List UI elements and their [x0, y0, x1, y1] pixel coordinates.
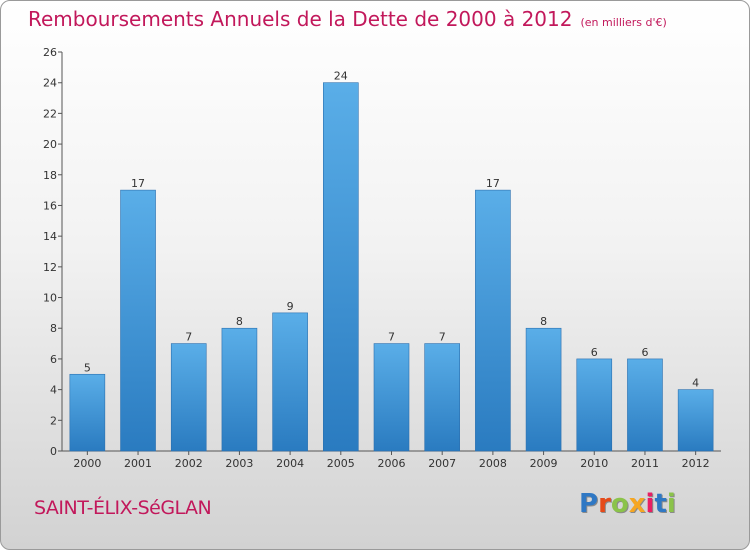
- bar-2001: [120, 189, 156, 452]
- bar-2012: [677, 389, 714, 452]
- x-tick-label-2007: 2007: [428, 457, 456, 470]
- data-label-2010: 6: [591, 346, 598, 359]
- x-tick-label-2003: 2003: [225, 457, 253, 470]
- data-label-2003: 8: [236, 315, 243, 328]
- logo-letter: o: [610, 489, 629, 519]
- y-tick-label: 2: [50, 414, 57, 427]
- data-label-2000: 5: [84, 361, 91, 374]
- x-tick-label-2001: 2001: [124, 457, 152, 470]
- x-tick-label-2002: 2002: [175, 457, 203, 470]
- data-label-2005: 24: [334, 70, 348, 83]
- x-tick-label-2004: 2004: [276, 457, 304, 470]
- x-tick-label-2010: 2010: [580, 457, 608, 470]
- y-tick-label: 16: [43, 199, 57, 212]
- unit-note: (en milliers d'€): [580, 16, 667, 29]
- y-tick-label: 6: [50, 353, 57, 366]
- x-tick-label-2012: 2012: [682, 457, 710, 470]
- bar-2007: [424, 343, 460, 452]
- proxiti-logo: Proxiti: [579, 489, 676, 519]
- logo-letter: t: [654, 489, 667, 519]
- y-tick-label: 20: [43, 138, 57, 151]
- chart-title: Remboursements Annuels de la Dette de 20…: [28, 7, 573, 31]
- y-tick-label: 4: [50, 384, 57, 397]
- logo-letter: x: [628, 489, 646, 519]
- bar-2000: [69, 373, 106, 452]
- x-tick-label-2011: 2011: [631, 457, 659, 470]
- bar-2006: [373, 343, 410, 452]
- bar-2008: [475, 189, 511, 452]
- y-tick-label: 22: [43, 107, 57, 120]
- data-label-2012: 4: [692, 377, 699, 390]
- data-label-2008: 17: [486, 177, 500, 190]
- y-tick-label: 26: [43, 46, 57, 59]
- bar-2004: [272, 312, 308, 452]
- logo-letter: r: [598, 489, 611, 519]
- commune-name: SAINT-ÉLIX-SéGLAN: [34, 497, 212, 519]
- y-tick-label: 10: [43, 292, 57, 305]
- data-label-2006: 7: [388, 331, 395, 344]
- y-tick-label: 18: [43, 169, 57, 182]
- y-tick-label: 14: [43, 230, 57, 243]
- bars: [69, 82, 714, 452]
- logo-letter: i: [645, 489, 655, 519]
- data-label-2001: 17: [131, 177, 145, 190]
- logo-letter: i: [666, 489, 676, 519]
- bar-2009: [525, 327, 562, 452]
- y-tick-label: 24: [43, 77, 57, 90]
- bar-2003: [221, 327, 258, 452]
- bar-2005: [323, 82, 359, 452]
- y-tick-label: 0: [50, 445, 57, 458]
- bar-2011: [627, 358, 663, 452]
- data-label-2004: 9: [287, 300, 294, 313]
- data-label-2011: 6: [641, 346, 648, 359]
- data-label-2009: 8: [540, 315, 547, 328]
- bar-2010: [576, 358, 613, 452]
- data-label-2002: 7: [185, 331, 192, 344]
- x-tick-label-2009: 2009: [530, 457, 558, 470]
- title-row: Remboursements Annuels de la Dette de 20…: [28, 7, 667, 31]
- x-tick-label-2005: 2005: [327, 457, 355, 470]
- logo-letter: P: [579, 489, 599, 519]
- bar-2002: [170, 343, 207, 452]
- x-tick-label-2006: 2006: [378, 457, 406, 470]
- labels: 5 2000 17 2001 7 2002 8 2003 9 2004 24 2005 7 2006 7 20…: [73, 70, 709, 470]
- y-tick-label: 8: [50, 322, 57, 335]
- x-tick-label-2008: 2008: [479, 457, 507, 470]
- x-tick-label-2000: 2000: [73, 457, 101, 470]
- y-tick-label: 12: [43, 261, 57, 274]
- data-label-2007: 7: [439, 331, 446, 344]
